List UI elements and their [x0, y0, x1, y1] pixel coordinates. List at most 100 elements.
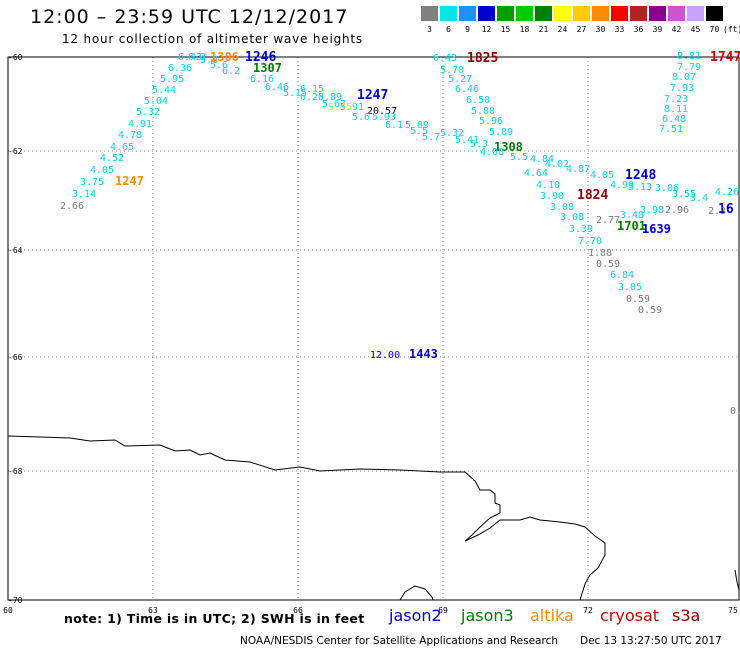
wave-height-label: 3.08 [550, 202, 574, 213]
legend-label: 70 [709, 25, 720, 34]
wave-height-label: 5.5 [410, 126, 428, 137]
wave-height-label: 3.08 [560, 212, 584, 223]
track-time-label: 1247 [115, 174, 144, 188]
satellite-jason2: jason2 [389, 606, 442, 625]
track-time-label: 1701 [617, 219, 646, 233]
wave-height-label: 6.43 [433, 53, 457, 64]
wave-height-label: 0.59 [626, 294, 650, 305]
satellite-tracks: 6.436.365.955.445.045.324.914.784.654.52… [60, 50, 740, 417]
wave-height-label: 5.44 [152, 85, 176, 96]
legend-label: 21 [538, 25, 549, 34]
track-time-label: 1308 [494, 140, 523, 154]
wave-height-label: 6.1 [385, 120, 403, 131]
wave-height-label: 7.79 [677, 62, 701, 73]
wave-height-label: 3.06 [655, 183, 679, 194]
legend-label: 36 [633, 25, 644, 34]
legend-label: 30 [595, 25, 606, 34]
legend-label: 9 [465, 25, 470, 34]
wave-height-label: 5.13 [628, 182, 652, 193]
wave-height-label: 0.59 [638, 305, 662, 316]
lon-label: 60 [3, 606, 13, 615]
wave-height-label: 8.07 [672, 72, 696, 83]
lon-label: 75 [728, 606, 738, 615]
wave-height-label: 6.36 [168, 63, 192, 74]
wave-height-label: 6.46 [455, 84, 479, 95]
legend-label: 24 [557, 25, 568, 34]
legend-label: 33 [614, 25, 625, 34]
wave-height-label: 5.15 [283, 88, 307, 99]
wave-height-label: 4.91 [128, 119, 152, 130]
wave-height-label: 2.96 [665, 205, 689, 216]
legend-label: 39 [652, 25, 663, 34]
lat-label: -64 [8, 246, 23, 255]
wave-height-label: 5.89 [405, 120, 429, 131]
legend-swatch [611, 6, 628, 21]
wave-height-label: 4.87 [566, 164, 590, 175]
wave-height-label: 5.5 [510, 152, 528, 163]
lon-label: 72 [583, 606, 593, 615]
lat-label: -66 [8, 353, 23, 362]
satellite-cryosat: cryosat [600, 606, 660, 625]
map-subtitle: 12 hour collection of altimeter wave hei… [62, 32, 363, 46]
wave-height-label: 3.98 [640, 205, 664, 216]
legend-unit: (ft) [723, 25, 740, 34]
lon-label: 66 [293, 606, 303, 615]
wave-height-label: 5.70 [440, 65, 464, 76]
track-time-label: 1443 [409, 347, 438, 361]
wave-height-label: 5.96 [479, 116, 503, 127]
wave-height-label: 2.3 [708, 206, 726, 217]
lon-label: 69 [438, 606, 448, 615]
wave-height-label: 4.78 [118, 130, 142, 141]
track-time-label: 20.57 [367, 106, 397, 117]
legend-swatch [554, 6, 571, 21]
legend-label: 15 [500, 25, 511, 34]
wave-height-label: 1.88 [588, 248, 612, 259]
map-frame [7, 56, 740, 601]
wave-height-label: 6.16 [250, 74, 274, 85]
wave-height-label: 7.23 [664, 94, 688, 105]
legend-swatch [687, 6, 704, 21]
legend-label: 12 [481, 25, 492, 34]
generated-timestamp: Dec 13 13:27:50 UTC 2017 [580, 635, 722, 647]
track-time-label: 16 [718, 202, 734, 217]
wave-height-label: 6.28 [300, 92, 324, 103]
wave-height-label: 6.43 [178, 52, 202, 63]
legend-label: 3 [427, 25, 432, 34]
footnote: note: 1) Time is in UTC; 2) SWH is in fe… [64, 611, 365, 626]
legend-swatch [592, 6, 609, 21]
legend-label: 42 [671, 25, 682, 34]
wave-height-label: 2.66 [60, 201, 84, 212]
track-time-label: 12.00 [370, 350, 400, 361]
legend-swatch [630, 6, 647, 21]
track-time-label: 1307 [253, 61, 282, 75]
map-title: 12:00 – 23:59 UTC 12/12/2017 [30, 6, 349, 28]
legend-swatch [497, 6, 514, 21]
coastline [7, 435, 740, 601]
wave-height-label: 7.70 [578, 236, 602, 247]
wave-height-label: 5.41 [455, 135, 479, 146]
wave-height-label: 5.7 [422, 132, 440, 143]
wave-height-label: 7.93 [670, 83, 694, 94]
satellite-jason3: jason3 [461, 606, 514, 625]
track-time-label: 1247 [357, 88, 388, 103]
wave-height-label: 4.52 [100, 153, 124, 164]
wave-height-label: 4.64 [524, 168, 548, 179]
legend-swatch [459, 6, 476, 21]
wave-height-label: 5.89 [318, 92, 342, 103]
lat-label: -68 [8, 467, 23, 476]
track-time-label: 1248 [625, 168, 656, 183]
credit-line: NOAA/NESDIS Center for Satellite Applica… [240, 635, 558, 647]
wave-height-label: 4.05 [590, 170, 614, 181]
wave-height-label: 4.10 [536, 180, 560, 191]
lon-label: 63 [148, 606, 158, 615]
wave-height-label: 5.67 [322, 99, 346, 110]
wave-height-label: 4.84 [530, 154, 554, 165]
wave-height-label: 4.02 [545, 159, 569, 170]
wave-height-label: 3.4 [690, 193, 708, 204]
wave-height-label: 0. [730, 406, 740, 417]
wave-height-label: 5.32 [136, 107, 160, 118]
track-time-label: 1747 [710, 50, 740, 65]
